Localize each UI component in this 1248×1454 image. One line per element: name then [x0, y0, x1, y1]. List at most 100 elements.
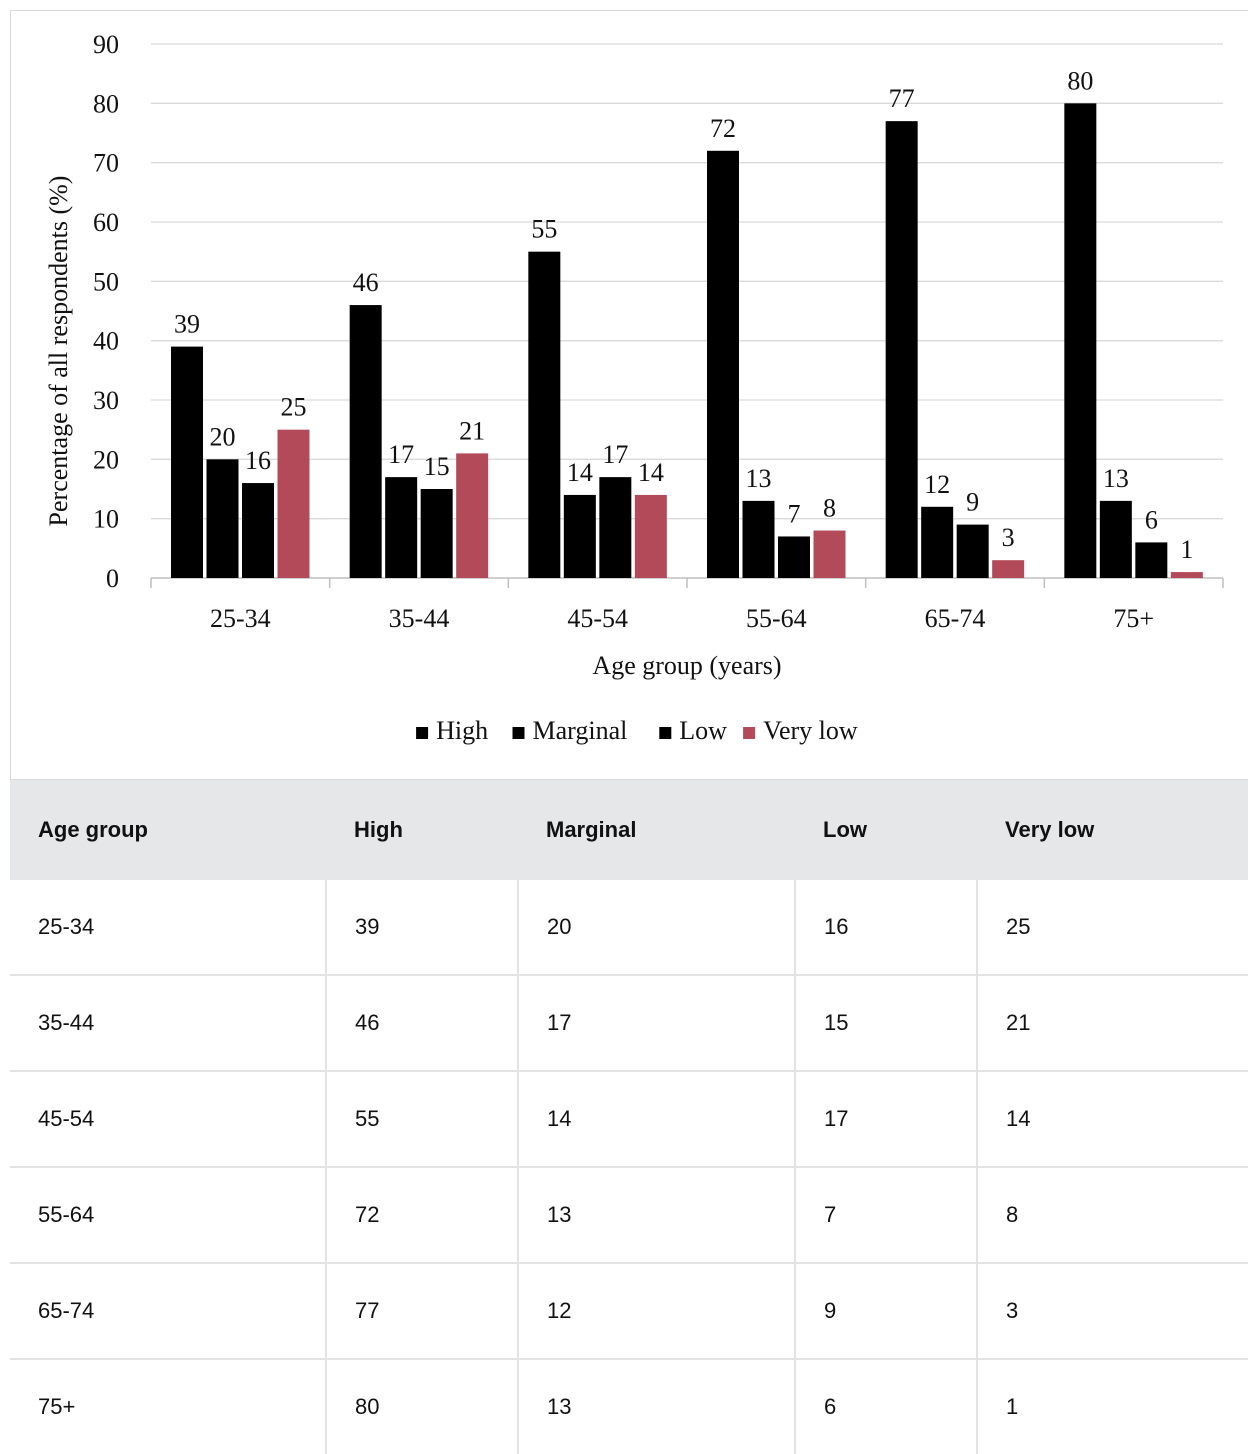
data-label: 80 — [1067, 66, 1093, 95]
table-cell: 80 — [326, 1359, 519, 1454]
bar-very-low — [992, 560, 1025, 578]
table-cell: 55-64 — [10, 1167, 327, 1264]
y-tick-label: 80 — [93, 89, 119, 118]
table-cell: 20 — [518, 880, 796, 976]
bar-marginal — [1099, 500, 1132, 578]
y-tick-label: 90 — [93, 30, 119, 59]
x-tick-label: 55-64 — [746, 604, 807, 633]
bar-very-low — [277, 429, 310, 578]
data-label: 12 — [924, 470, 950, 499]
y-tick-label: 40 — [93, 327, 119, 356]
table-cell: 15 — [795, 975, 978, 1072]
y-axis-title: Percentage of all respondents (%) — [44, 176, 73, 527]
bar-marginal — [742, 500, 775, 578]
table-cell: 13 — [518, 1167, 796, 1264]
bar-high — [885, 121, 918, 578]
table-header-marginal: Marginal — [518, 780, 795, 880]
data-label: 46 — [353, 268, 379, 297]
table-row: 55-64 72 13 7 8 — [10, 1167, 1248, 1264]
table-header-high: High — [326, 780, 518, 880]
table-row: 75+ 80 13 6 1 — [10, 1359, 1248, 1454]
table-cell: 8 — [977, 1167, 1248, 1264]
bar-very-low — [1170, 572, 1203, 578]
bar-high — [707, 150, 739, 579]
table-cell: 16 — [795, 880, 978, 976]
table-row: 45-54 55 14 17 14 — [10, 1071, 1248, 1168]
data-label: 77 — [889, 84, 915, 113]
data-label: 3 — [1002, 523, 1015, 552]
table-cell: 25 — [977, 880, 1248, 976]
table-cell: 45-54 — [10, 1071, 327, 1168]
table-cell: 1 — [977, 1359, 1248, 1454]
table-header-row: Age group High Marginal Low Very low — [10, 780, 1248, 880]
y-tick-label: 50 — [93, 267, 119, 296]
data-label: 55 — [531, 215, 557, 244]
bar-high — [1064, 103, 1097, 578]
table-cell: 6 — [795, 1359, 978, 1454]
legend-swatch-low — [659, 727, 672, 739]
x-axis-title: Age group (years) — [592, 651, 781, 680]
table-row: 35-44 46 17 15 21 — [10, 975, 1248, 1072]
x-tick-label: 35-44 — [389, 604, 450, 633]
table-header-age-group: Age group — [10, 780, 326, 880]
table-cell: 14 — [977, 1071, 1248, 1168]
table-cell: 13 — [518, 1359, 796, 1454]
data-label: 20 — [210, 422, 236, 451]
table-header-very-low: Very low — [977, 780, 1248, 880]
table-cell: 25-34 — [10, 880, 327, 976]
table-cell: 75+ — [10, 1359, 327, 1454]
table-cell: 55 — [326, 1071, 519, 1168]
data-label: 13 — [746, 464, 772, 493]
x-tick-label: 75+ — [1113, 604, 1154, 633]
data-label: 8 — [823, 494, 836, 523]
data-label: 21 — [459, 416, 485, 445]
bar-low — [242, 483, 274, 578]
legend-label: Very low — [763, 716, 858, 745]
legend-swatch-high — [416, 727, 429, 739]
y-tick-label: 0 — [106, 564, 119, 593]
table-cell: 14 — [518, 1071, 796, 1168]
table-cell: 65-74 — [10, 1263, 327, 1360]
x-tick-label: 65-74 — [925, 604, 986, 633]
table-row: 25-34 39 20 16 25 — [10, 880, 1248, 976]
data-table: Age group High Marginal Low Very low 25-… — [10, 780, 1248, 1454]
data-label: 14 — [567, 458, 593, 487]
bar-very-low — [813, 530, 846, 578]
bar-low — [420, 489, 453, 578]
legend-label: Low — [679, 716, 727, 745]
table-cell: 39 — [326, 880, 519, 976]
table-cell: 12 — [518, 1263, 796, 1360]
legend-swatch-very-low — [743, 727, 756, 739]
y-tick-label: 60 — [93, 208, 119, 237]
data-label: 6 — [1145, 505, 1158, 534]
table-cell: 7 — [795, 1167, 978, 1264]
bar-very-low — [634, 494, 667, 578]
x-tick-label: 25-34 — [210, 604, 271, 633]
table-cell: 21 — [977, 975, 1248, 1072]
data-label: 17 — [388, 440, 414, 469]
data-label: 9 — [966, 488, 979, 517]
legend-swatch-marginal — [512, 727, 525, 739]
bar-marginal — [563, 494, 596, 578]
bar-high — [528, 251, 561, 578]
table-cell: 3 — [977, 1263, 1248, 1360]
bar-low — [1135, 542, 1168, 578]
y-tick-label: 20 — [93, 445, 119, 474]
bar-low — [778, 536, 810, 578]
x-tick-label: 45-54 — [567, 604, 628, 633]
table-row: 65-74 77 12 9 3 — [10, 1263, 1248, 1360]
bar-marginal — [206, 459, 239, 578]
table-cell: 17 — [795, 1071, 978, 1168]
bar-high — [349, 305, 382, 578]
data-label: 39 — [174, 310, 200, 339]
data-label: 14 — [638, 458, 664, 487]
data-label: 13 — [1103, 464, 1129, 493]
data-label: 15 — [424, 452, 450, 481]
table-cell: 46 — [326, 975, 519, 1072]
data-label: 1 — [1180, 535, 1193, 564]
table-cell: 9 — [795, 1263, 978, 1360]
data-label: 7 — [788, 499, 801, 528]
bar-low — [599, 477, 632, 578]
data-label: 17 — [602, 440, 628, 469]
